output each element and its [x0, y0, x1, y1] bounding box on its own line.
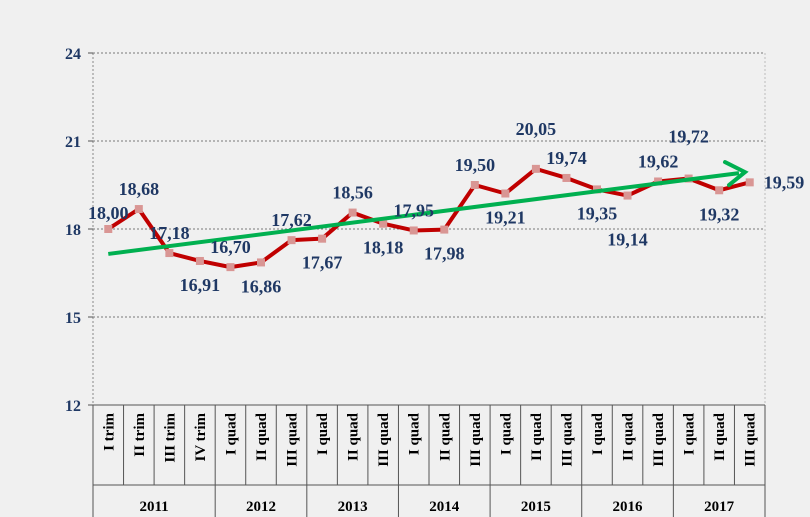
data-label: 16,91 [180, 275, 221, 295]
data-label: 19,21 [485, 208, 526, 228]
x-tick-label: I quad [498, 412, 514, 455]
data-label: 17,62 [271, 210, 312, 230]
data-label: 19,72 [668, 127, 709, 147]
x-tick-label: III quad [559, 412, 575, 466]
year-label: 2012 [246, 499, 276, 515]
x-tick-label: I quad [315, 412, 331, 455]
trend-line [108, 171, 740, 256]
x-tick-label: I quad [407, 412, 423, 455]
x-tick-label: II quad [254, 412, 270, 461]
data-label: 17,95 [393, 200, 434, 220]
data-label: 17,67 [302, 253, 343, 273]
x-tick-label: II quad [621, 412, 637, 461]
y-tick-label: 15 [65, 310, 81, 327]
data-point [379, 219, 388, 228]
data-label: 19,62 [638, 151, 679, 171]
x-tick-label: III quad [468, 412, 484, 466]
x-tick-label: II quad [712, 412, 728, 461]
data-point [165, 249, 174, 258]
data-point [745, 178, 754, 187]
x-tick-label: II quad [437, 412, 453, 461]
x-tick-label: II quad [529, 412, 545, 461]
year-label: 2016 [613, 499, 644, 515]
data-point [104, 225, 113, 233]
data-label: 18,56 [332, 183, 373, 203]
data-label: 18,68 [119, 179, 160, 199]
trend-arrow-head [723, 160, 749, 188]
y-tick-label: 21 [65, 134, 81, 151]
data-label: 17,98 [424, 244, 465, 264]
y-tick-label: 12 [65, 398, 81, 415]
data-point [195, 256, 204, 265]
data-label: 20,05 [516, 119, 557, 139]
data-label: 19,35 [577, 203, 618, 223]
series-line [107, 166, 751, 270]
x-tick-label: II trim [132, 413, 148, 457]
data-point [134, 205, 143, 214]
data-point [287, 236, 296, 245]
data-point [470, 181, 479, 189]
year-label: 2011 [139, 499, 168, 515]
data-label: 16,86 [241, 276, 282, 296]
data-point [501, 189, 510, 198]
x-tick-label: IV trim [193, 412, 209, 461]
data-point [409, 226, 418, 235]
data-label: 19,32 [699, 204, 740, 224]
data-point [440, 225, 449, 234]
data-label: 16,70 [210, 237, 251, 257]
x-tick-label: III quad [376, 412, 392, 466]
data-label: 19,74 [546, 148, 587, 168]
data-point [226, 263, 235, 272]
data-point [318, 234, 327, 243]
y-tick-label: 24 [65, 46, 81, 63]
x-tick-label: I quad [223, 412, 239, 455]
data-label: 19,50 [455, 155, 496, 175]
year-label: 2015 [521, 499, 551, 515]
data-label: 17,18 [149, 223, 190, 243]
x-tick-label: II quad [346, 412, 362, 461]
x-tick-label: I trim [101, 412, 117, 450]
data-label: 19,59 [764, 172, 805, 192]
data-label: 18,00 [88, 203, 129, 223]
data-point [531, 164, 540, 173]
data-point [562, 173, 571, 182]
data-point [257, 258, 265, 267]
x-tick-label: III quad [285, 412, 301, 466]
year-label: 2017 [704, 499, 735, 515]
data-label: 19,14 [607, 230, 648, 250]
x-tick-label: III trim [162, 412, 178, 462]
data-point [348, 208, 357, 217]
data-label: 18,18 [363, 238, 404, 258]
year-label: 2014 [429, 499, 460, 515]
x-tick-label: I quad [682, 412, 698, 455]
x-tick-label: III quad [743, 412, 759, 466]
data-point [715, 186, 724, 195]
x-tick-label: III quad [651, 412, 667, 466]
y-tick-label: 18 [65, 222, 81, 239]
data-point [623, 191, 632, 200]
year-label: 2013 [338, 499, 368, 515]
x-tick-label: I quad [590, 412, 606, 455]
